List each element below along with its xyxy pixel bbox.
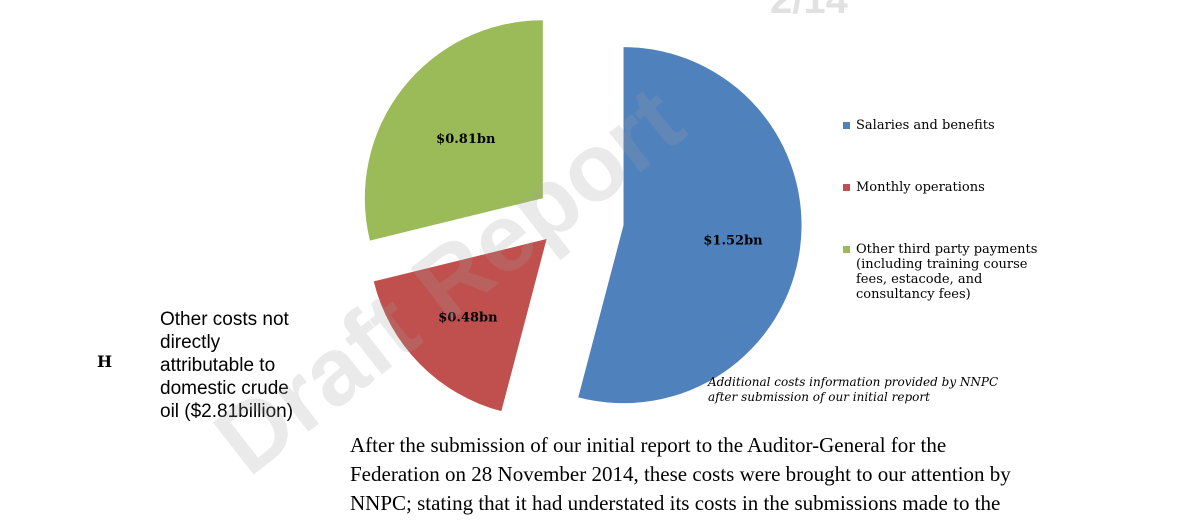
legend-text: Other third party payments (including tra…: [856, 242, 1037, 302]
section-heading-line: oil ($2.81billion): [160, 401, 294, 422]
body-paragraph: After the submission of our initial repo…: [350, 431, 1190, 518]
legend-swatch: [843, 122, 850, 129]
caption-line: Additional costs information provided by…: [708, 375, 999, 389]
caption-line: after submission of our initial report: [708, 390, 930, 404]
legend-label: Other third party payments: [856, 242, 1038, 257]
pie-slice-1: [578, 47, 802, 404]
legend-label: fees, estacode, and: [856, 272, 983, 287]
legend-item: Monthly operations: [843, 180, 1093, 195]
legend-swatch: [843, 246, 850, 253]
legend-item: Other third party payments (including tra…: [843, 242, 1093, 302]
legend-label: Salaries and benefits: [856, 118, 995, 133]
body-line: NNPC; stating that it had understated it…: [350, 491, 1001, 515]
pie-slice-2: [373, 239, 547, 412]
pie-slice-label: $1.52bn: [703, 233, 763, 248]
legend-text: Monthly operations: [856, 180, 985, 195]
section-heading-line: Other costs not: [160, 309, 289, 330]
section-heading-line: domestic crude: [160, 378, 289, 399]
pie-slice-3: [364, 20, 543, 241]
top-watermark-fragment: 2/14: [770, 0, 848, 22]
body-line: Federation on 28 November 2014, these co…: [350, 462, 1011, 486]
legend-label: consultancy fees): [856, 287, 971, 302]
pie-slice-label: $0.81bn: [436, 132, 496, 147]
chart-caption: Additional costs information provided by…: [708, 375, 998, 405]
section-heading-line: directly: [160, 332, 221, 353]
section-heading: Other costs not directly attributable to…: [160, 308, 360, 423]
pie-slice-label: $0.48bn: [438, 310, 498, 325]
legend-label: Monthly operations: [856, 180, 985, 195]
section-letter: H: [97, 352, 113, 371]
legend-text: Salaries and benefits: [856, 118, 995, 133]
legend-label: (including training course: [856, 257, 1028, 272]
body-line: After the submission of our initial repo…: [350, 433, 947, 457]
legend-swatch: [843, 184, 850, 191]
legend-item: Salaries and benefits: [843, 118, 1093, 133]
section-heading-line: attributable to: [160, 355, 276, 376]
